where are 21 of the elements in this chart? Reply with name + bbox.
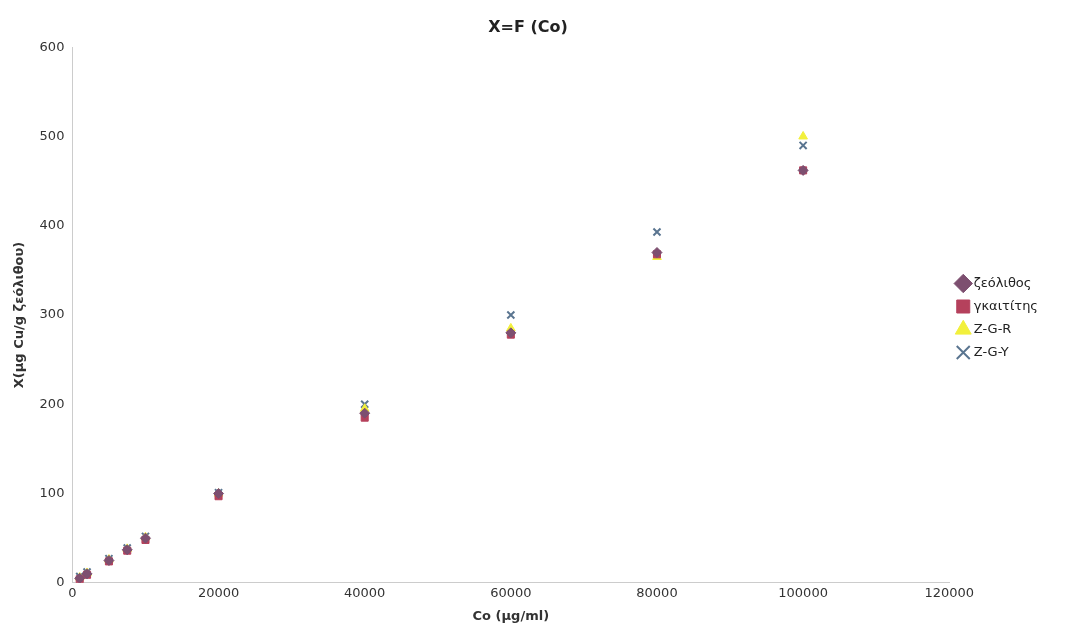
y-tick-label: 200 [39, 395, 65, 411]
legend-label: Z-G-R [973, 320, 1012, 336]
legend-label: Z-G-Y [973, 343, 1009, 359]
y-tick-label: 300 [39, 306, 65, 322]
chart-title: X=F (Co) [488, 16, 568, 36]
x-tick-label: 40000 [344, 584, 386, 600]
y-tick-label: 100 [39, 484, 65, 500]
x-tick-label: 0 [68, 584, 77, 600]
y-tick-label: 400 [39, 217, 65, 233]
x-tick-label: 60000 [490, 584, 532, 600]
y-tick-label: 600 [39, 38, 65, 54]
x-tick-label: 100000 [778, 584, 828, 600]
x-tick-label: 120000 [924, 584, 975, 600]
y-tick-label: 500 [39, 127, 65, 143]
legend-label: γκαιτίτης [973, 297, 1039, 313]
x-axis-title: Co (μg/ml) [472, 607, 550, 623]
x-tick-label: 20000 [197, 584, 240, 600]
x-tick-label: 80000 [636, 584, 678, 600]
y-axis-title: X(μg Cu/g ζεόλιθου) [11, 241, 27, 389]
y-tick-label: 0 [56, 574, 65, 590]
legend-label: ζεόλιθος [973, 274, 1032, 290]
